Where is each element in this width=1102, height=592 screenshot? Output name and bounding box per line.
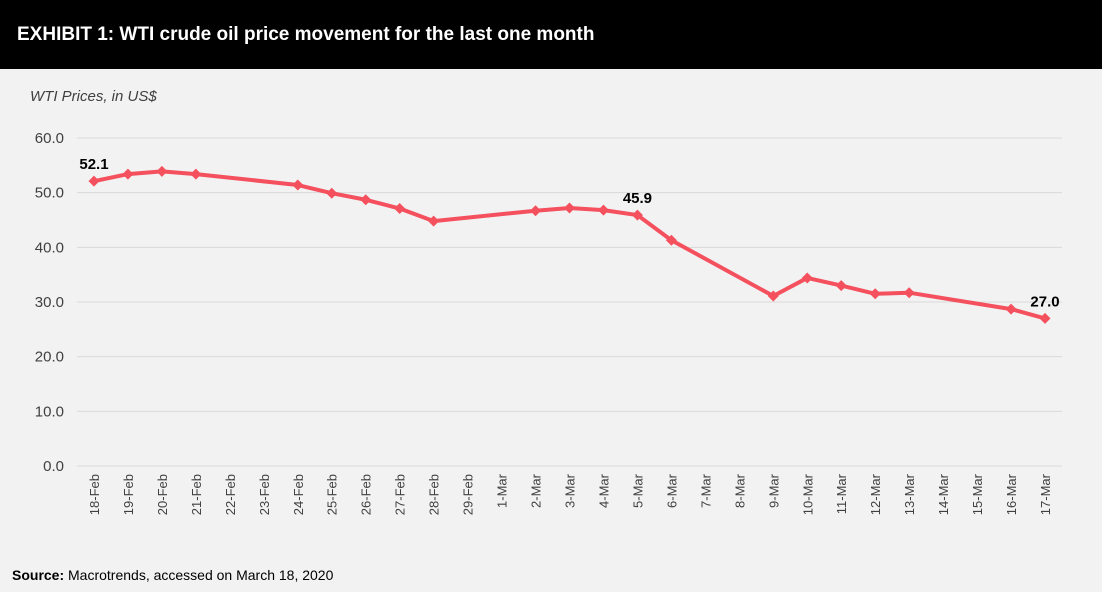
y-tick-label: 50.0 <box>35 185 64 202</box>
x-tick-label: 13-Mar <box>902 473 917 515</box>
source-label: Source: <box>12 567 65 583</box>
x-tick-label: 3-Mar <box>563 473 578 508</box>
x-tick-label: 8-Mar <box>732 473 747 508</box>
source-text: Macrotrends, accessed on March 18, 2020 <box>64 567 334 583</box>
data-point <box>122 168 134 180</box>
x-tick-label: 28-Feb <box>427 474 442 515</box>
x-tick-label: 1-Mar <box>495 473 510 508</box>
data-point <box>292 179 304 191</box>
data-point <box>767 290 779 302</box>
x-tick-label: 10-Mar <box>800 473 815 515</box>
x-tick-label: 26-Feb <box>359 474 374 515</box>
y-axis-label: WTI Prices, in US$ <box>30 88 157 105</box>
data-label: 52.1 <box>79 156 108 173</box>
source-note: Source: Macrotrends, accessed on March 1… <box>12 567 333 583</box>
y-tick-label: 20.0 <box>35 349 64 366</box>
x-tick-label: 29-Feb <box>461 474 476 515</box>
data-point <box>1005 303 1017 315</box>
x-tick-label: 15-Mar <box>970 473 985 515</box>
x-tick-label: 2-Mar <box>529 473 544 508</box>
data-point <box>156 165 168 177</box>
x-tick-label: 23-Feb <box>257 474 272 515</box>
data-point <box>360 194 372 206</box>
x-tick-label: 19-Feb <box>121 474 136 515</box>
data-point <box>530 205 542 217</box>
data-point <box>903 287 915 299</box>
chart-area: WTI Prices, in US$ 0.0 10.0 20.0 30.0 40.0 50.… <box>0 69 1102 559</box>
x-tick-label: 14-Mar <box>936 473 951 515</box>
data-point <box>631 209 643 221</box>
x-tick-label: 6-Mar <box>664 473 679 508</box>
x-tick-label: 20-Feb <box>155 474 170 515</box>
data-point <box>801 272 813 284</box>
data-point <box>665 234 677 246</box>
x-tick-label: 16-Mar <box>1004 473 1019 515</box>
x-tick-label: 12-Mar <box>868 473 883 515</box>
data-point <box>428 215 440 227</box>
line-chart: WTI Prices, in US$ 0.0 10.0 20.0 30.0 40.0 50.… <box>30 88 1062 515</box>
y-tick-label: 60.0 <box>35 130 64 147</box>
y-tick-label: 10.0 <box>35 403 64 420</box>
data-point <box>597 204 609 216</box>
x-tick-label: 11-Mar <box>834 473 849 514</box>
x-tick-label: 24-Feb <box>291 474 306 515</box>
data-point <box>564 202 575 214</box>
x-tick-label: 27-Feb <box>393 474 408 515</box>
x-tick-label: 9-Mar <box>766 473 781 508</box>
y-tick-label: 30.0 <box>35 294 64 311</box>
header-bar: EXHIBIT 1: WTI crude oil price movement … <box>0 0 1102 69</box>
data-label: 45.9 <box>623 190 652 207</box>
data-point <box>1039 312 1051 324</box>
data-point <box>869 288 881 300</box>
x-tick-label: 17-Mar <box>1038 473 1053 515</box>
data-point <box>88 175 100 187</box>
series-line <box>91 169 1048 321</box>
y-tick-label: 0.0 <box>43 458 64 475</box>
x-tick-label: 5-Mar <box>630 473 645 508</box>
page-title: EXHIBIT 1: WTI crude oil price movement … <box>17 24 595 45</box>
data-point <box>835 280 847 292</box>
x-tick-label: 22-Feb <box>223 474 238 515</box>
x-tick-label: 4-Mar <box>596 473 611 508</box>
y-tick-label: 40.0 <box>35 239 64 256</box>
data-point <box>394 203 406 215</box>
data-point <box>326 187 338 199</box>
x-tick-label: 21-Feb <box>189 474 204 515</box>
data-label: 27.0 <box>1030 293 1059 310</box>
x-tick-label: 7-Mar <box>698 473 713 508</box>
x-tick-label: 25-Feb <box>325 474 340 515</box>
data-point <box>190 168 202 180</box>
x-tick-label: 18-Feb <box>87 474 102 515</box>
